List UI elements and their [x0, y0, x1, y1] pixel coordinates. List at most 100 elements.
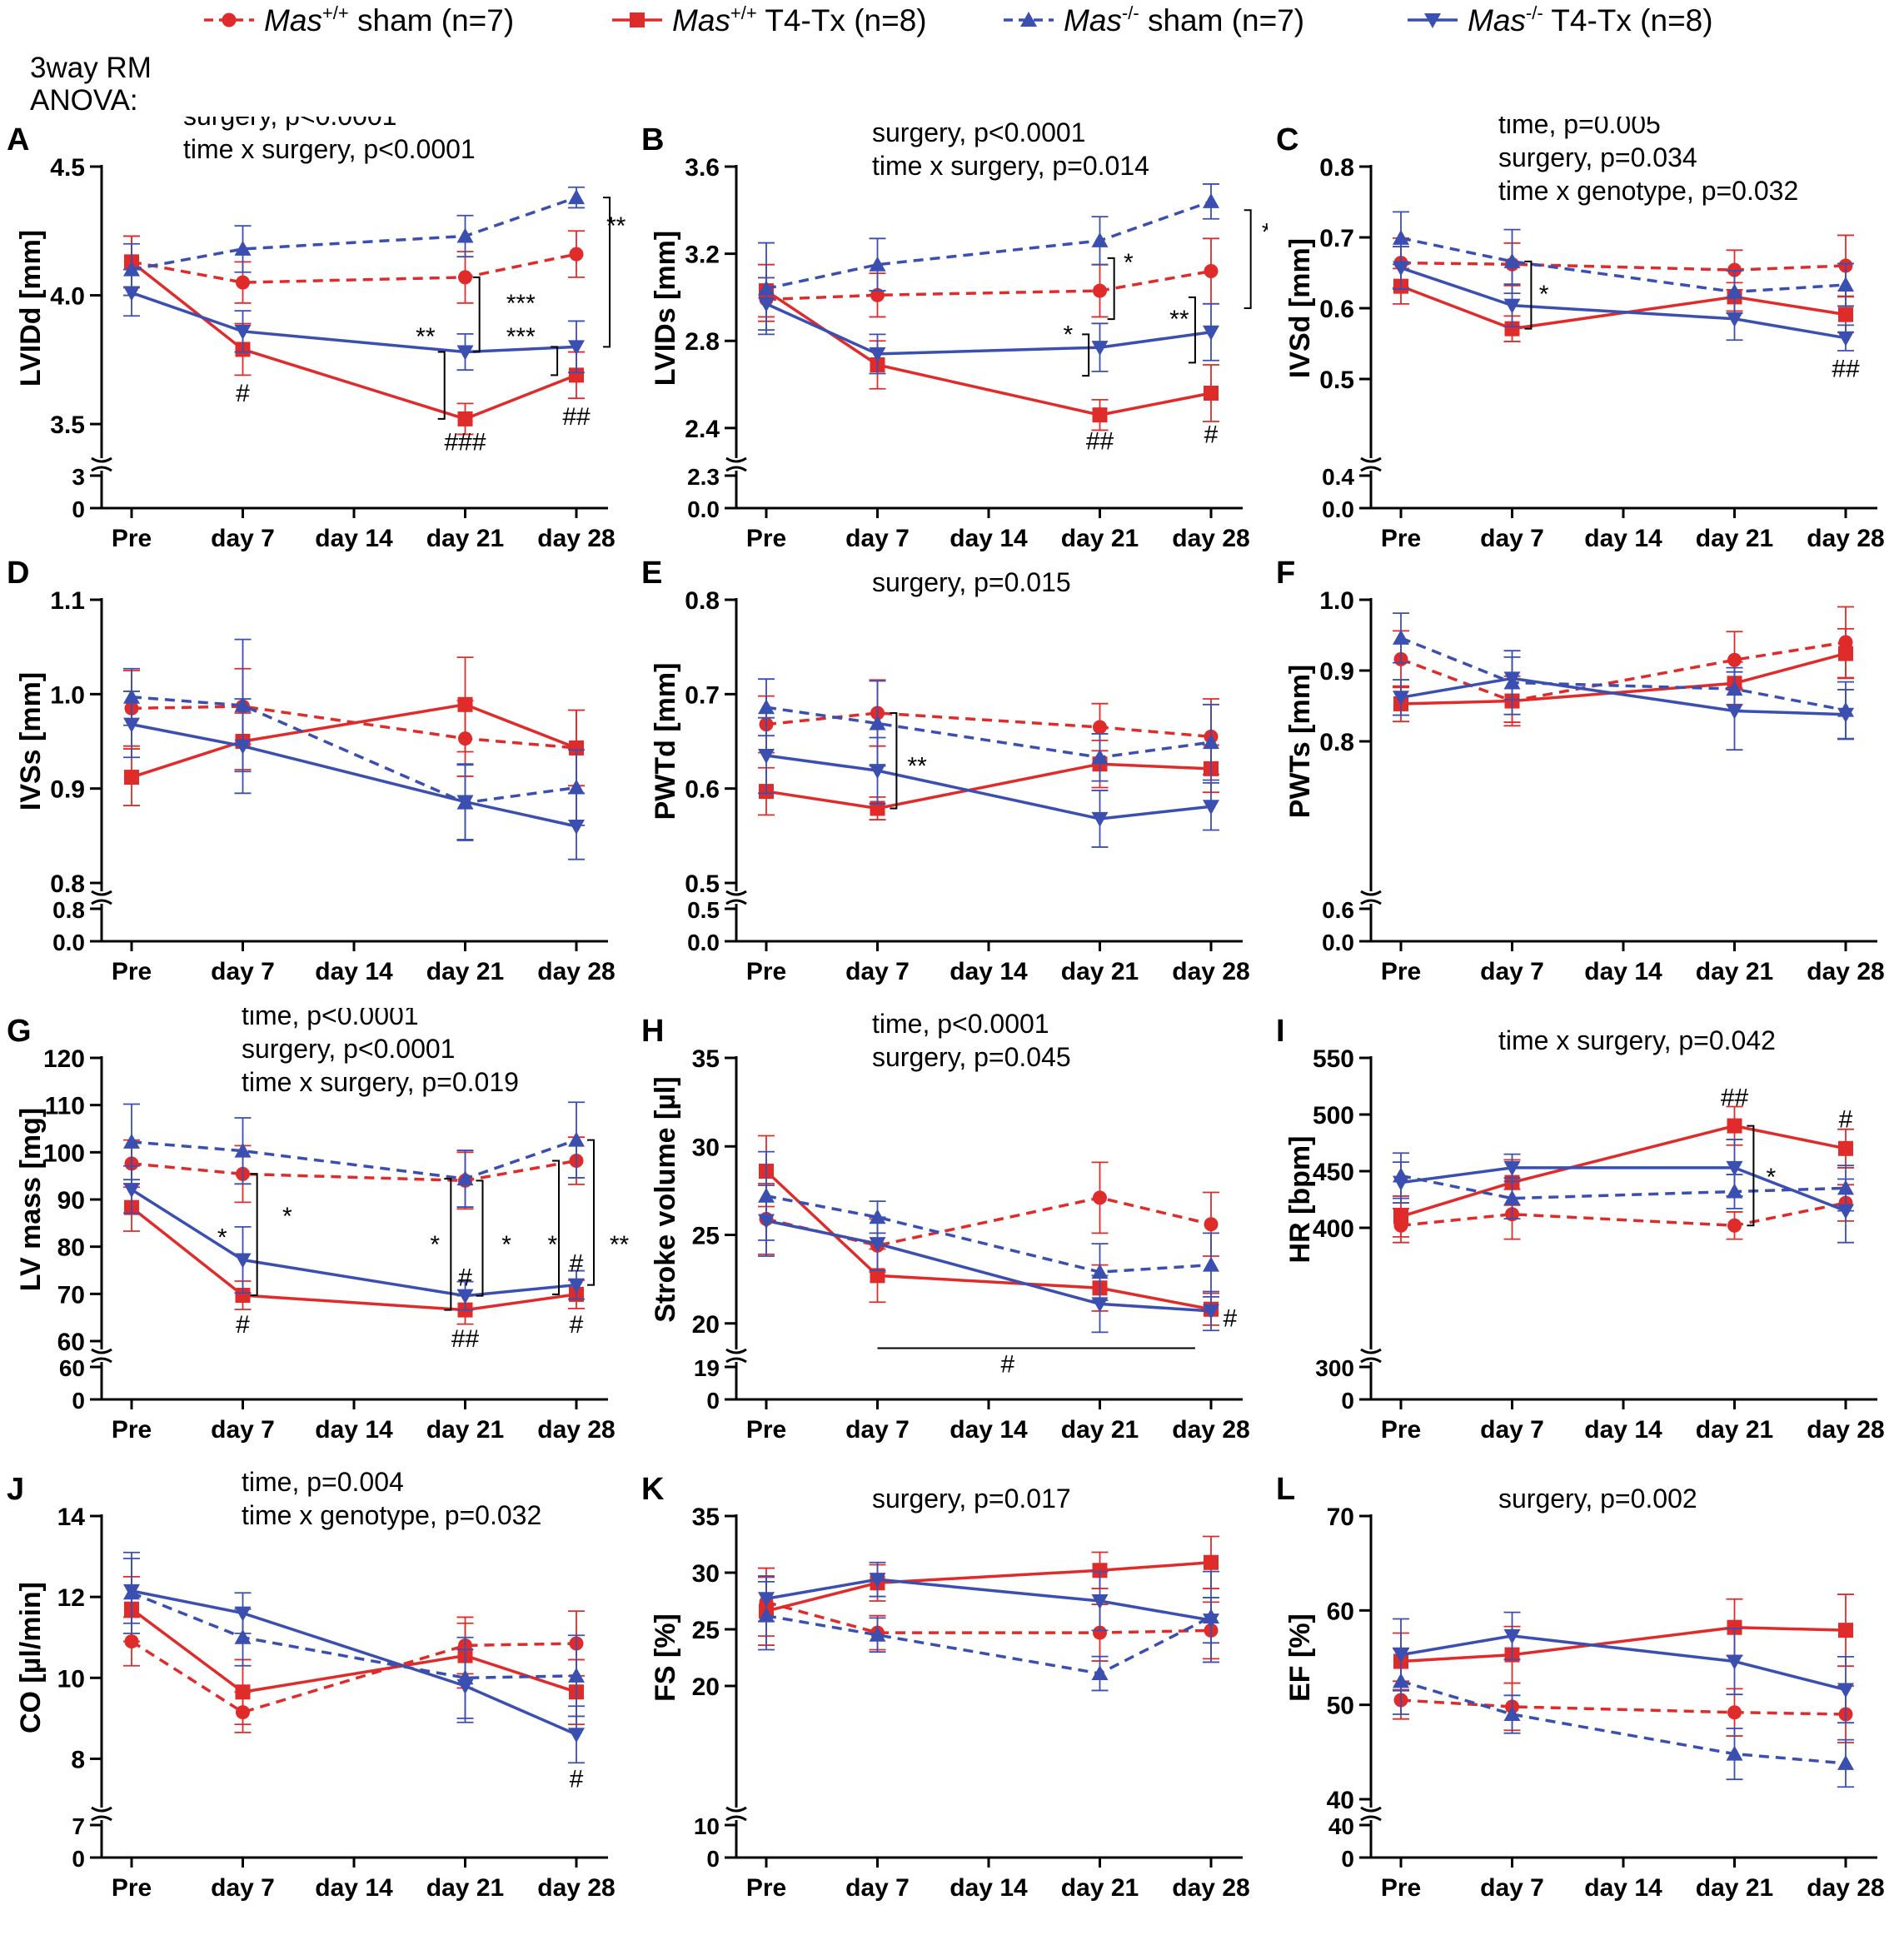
y-tick-label: 4.0	[50, 283, 85, 311]
y-axis-label: LVIDd [mm]	[15, 230, 47, 387]
data-point	[869, 1209, 886, 1224]
data-point	[1393, 229, 1409, 245]
series-line	[765, 754, 1212, 820]
data-point	[1503, 1160, 1521, 1176]
x-tick-label: day 28	[1172, 958, 1249, 985]
significance-bracket	[1188, 296, 1196, 364]
series-line	[765, 1613, 1212, 1675]
data-point	[1503, 1706, 1521, 1721]
series-2	[758, 1150, 1219, 1302]
series-line	[1400, 266, 1847, 340]
y-tick-label: 0.9	[50, 776, 85, 804]
stats-text: surgery, p=0.002	[1498, 1484, 1697, 1514]
data-point	[870, 800, 885, 816]
panel-c: C IVSd [mm] 0.5 0.6 0.7 0.8 0.4 0.0 Pre day 7 day …	[1269, 117, 1902, 604]
data-point	[1393, 691, 1409, 706]
series-line	[1400, 237, 1847, 294]
x-tick-label: day 7	[211, 1416, 275, 1444]
y-tick-label: 0.7	[685, 681, 720, 709]
x-tick-label: day 28	[1172, 1416, 1249, 1444]
x-tick-label: day 21	[426, 1874, 504, 1902]
legend-genotype-superscript: -/-	[1122, 2, 1139, 23]
series-2	[123, 1551, 585, 1719]
series-2	[758, 183, 1219, 336]
panel-a: A LVIDd [mm] 3.5 4.0 4.5 3 0 Pre day 7 day 14 day …	[0, 117, 633, 604]
data-point	[1838, 646, 1853, 661]
series-line	[1400, 1124, 1847, 1219]
significance-mark: #	[236, 1311, 250, 1339]
y-tick-label: 1.1	[50, 587, 85, 615]
significance-mark: #	[1224, 1304, 1238, 1332]
significance-bracket	[603, 197, 611, 348]
y-tick-label: 0.6	[1319, 296, 1354, 323]
series-2	[758, 678, 1219, 782]
legend-genotype-superscript: +/+	[322, 2, 349, 23]
y-tick-label: 40	[1327, 1787, 1354, 1814]
x-tick-label: day 14	[950, 525, 1028, 552]
axis-break-lower	[1360, 466, 1382, 472]
legend-genotype: Mas	[672, 3, 730, 37]
significance-bracket	[551, 346, 559, 377]
series-line	[1400, 1166, 1847, 1213]
series-0	[1393, 606, 1854, 727]
series-line	[765, 762, 1212, 810]
data-point	[568, 189, 585, 205]
axis-break-lower	[725, 1815, 747, 1822]
x-tick-label: day 7	[845, 525, 910, 552]
axis-break-upper	[1360, 1348, 1382, 1354]
axis-break-upper	[1360, 456, 1382, 463]
x-tick-label: day 28	[537, 525, 615, 552]
data-point	[456, 345, 474, 361]
y-tick-label: 0.5	[687, 897, 720, 923]
data-point	[456, 1170, 474, 1186]
data-point	[1727, 1218, 1742, 1233]
chart-svg: K FS [%] 20 25 30 35 10 0 Pre day 7 day 14 day 21 da…	[641, 1472, 1250, 1902]
series-line	[1400, 641, 1847, 703]
x-tick-label: day 14	[315, 1416, 393, 1444]
x-tick-label: day 21	[1061, 525, 1139, 552]
series-0	[758, 1567, 1219, 1662]
data-point	[1837, 331, 1854, 347]
panel-b: B LVIDs [mm] 2.4 2.8 3.2 3.6 2.3 0.0 Pre day 7 day…	[635, 117, 1268, 604]
y-tick-label: 0.0	[687, 930, 720, 955]
data-point	[1203, 1304, 1219, 1319]
series-1	[1393, 267, 1854, 342]
series-line	[1400, 1625, 1847, 1663]
chart-svg: H Stroke volume [µl] 20 25 30 35 19 0 Pre day 7 da…	[641, 1009, 1250, 1444]
axes	[1360, 598, 1877, 943]
y-tick-label: 20	[692, 1673, 720, 1701]
data-point	[1393, 1648, 1409, 1663]
y-axis-label: PWTd [mm]	[650, 663, 681, 820]
stats-text: surgery, p=0.045	[872, 1042, 1071, 1072]
axis-break-lower	[91, 899, 112, 905]
x-tick-label: day 21	[426, 958, 504, 985]
panel-f: F PWTs [mm] 0.8 0.9 1.0 0.6 0.0 Pre day 7 day 14 d…	[1269, 550, 1902, 1037]
y-tick-label: 0	[1341, 1846, 1354, 1872]
y-tick-label: 90	[57, 1187, 85, 1214]
data-point	[869, 1626, 886, 1642]
y-tick-label: 100	[43, 1140, 85, 1167]
series-line	[131, 1138, 577, 1180]
data-point	[1503, 298, 1521, 314]
y-tick-label: 60	[59, 1355, 85, 1381]
chart-svg: E PWTd [mm] 0.5 0.6 0.7 0.8 0.5 0.0 Pre day 7 day …	[641, 556, 1250, 985]
series-line	[131, 1640, 577, 1714]
data-point	[1093, 1190, 1107, 1205]
axis-break-upper	[725, 890, 747, 896]
series-line	[1400, 1679, 1847, 1765]
x-tick-label: day 21	[1696, 958, 1773, 985]
chart-svg: D IVSs [mm] 0.8 0.9 1.0 1.1 0.8 0.0 Pre day 7 day …	[7, 556, 616, 985]
data-point	[758, 1592, 775, 1608]
significance-mark: #	[570, 1311, 584, 1339]
data-point	[1393, 261, 1409, 277]
x-tick-label: day 7	[211, 958, 275, 985]
series-2	[123, 1101, 585, 1208]
series-3	[1393, 656, 1854, 751]
data-point	[234, 1253, 252, 1269]
series-0	[1393, 1184, 1854, 1244]
data-point	[758, 297, 775, 312]
y-tick-label: 10	[57, 1665, 85, 1693]
data-point	[456, 795, 474, 810]
significance-mark: #	[458, 1264, 472, 1292]
axis-break-upper	[91, 1348, 112, 1354]
